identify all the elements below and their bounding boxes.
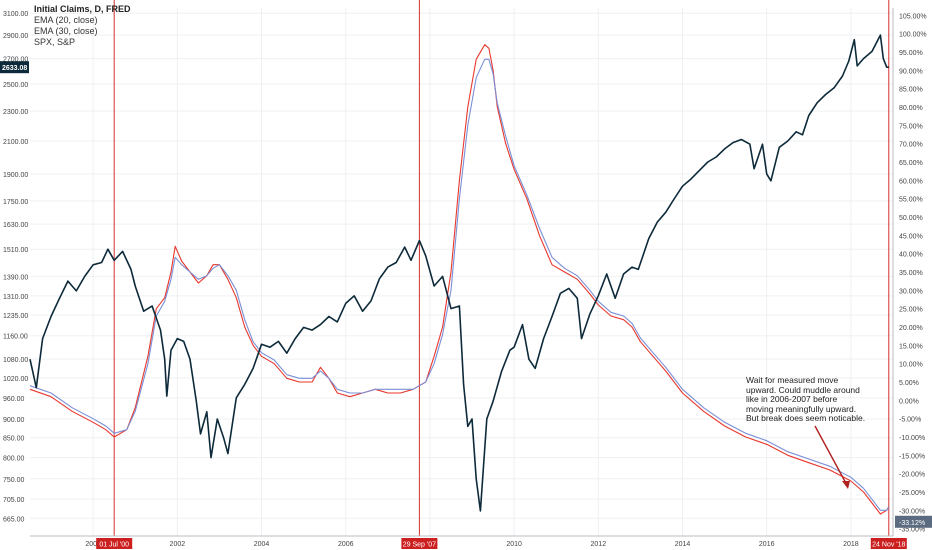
series-line-ema-20-close <box>29 44 890 515</box>
right-tick-label: 60.00% <box>899 178 923 185</box>
x-tick-label: 2010 <box>506 541 522 548</box>
right-tick-label: 5.00% <box>899 380 919 387</box>
left-tick-label: 1510.00 <box>3 247 28 254</box>
left-tick-label: 3100.00 <box>3 11 28 18</box>
right-tick-label: -5.00% <box>899 417 921 424</box>
left-tick-label: 1080.00 <box>3 357 28 364</box>
legend-entry-ema20: EMA (20, close) <box>34 15 98 25</box>
vertical-markers <box>113 0 890 536</box>
series-layer <box>29 34 890 515</box>
x-tick-label: 2004 <box>254 541 270 548</box>
right-tick-label: 15.00% <box>899 343 923 350</box>
left-tick-label: 960.00 <box>3 396 25 403</box>
left-tick-label: 750.00 <box>3 477 25 484</box>
left-tick-label: 705.00 <box>3 497 25 504</box>
x-axis: 2000200220042006200820102012201420162018… <box>30 8 907 549</box>
right-tick-label: 45.00% <box>899 233 923 240</box>
right-tick-label: 105.00% <box>899 13 927 20</box>
left-tick-label: 1390.00 <box>3 274 28 281</box>
left-tick-label: 1750.00 <box>3 199 28 206</box>
left-axis: 665.00 705.00 750.00 800.00 850.00 900.00 960.… <box>0 11 29 523</box>
left-tick-label: 1630.00 <box>3 222 28 229</box>
right-tick-label: -15.00% <box>899 453 925 460</box>
right-tick-label: 55.00% <box>899 197 923 204</box>
annotation-arrow-line <box>814 425 849 488</box>
legend-entry-spx: SPX, S&P <box>34 37 76 47</box>
left-tick-label: 800.00 <box>3 456 25 463</box>
right-tick-label: -30.00% <box>899 508 925 515</box>
grid-lines <box>30 8 894 536</box>
right-tick-label: -35.00% <box>899 527 925 534</box>
left-tick-label: 850.00 <box>3 436 25 443</box>
right-tick-label: 25.00% <box>899 307 923 314</box>
x-tick-label: 2018 <box>843 541 859 548</box>
right-tick-label: 30.00% <box>899 288 923 295</box>
annotation-note: Wait for measured move upward. Could mud… <box>746 375 866 424</box>
left-tick-label: 1020.00 <box>3 376 28 383</box>
right-tick-label: 10.00% <box>899 362 923 369</box>
right-tick-label: -20.00% <box>899 472 925 479</box>
marker-label-bg <box>401 538 438 549</box>
left-current-bg <box>0 61 29 74</box>
right-tick-label: 90.00% <box>899 68 923 75</box>
left-tick-label: 1900.00 <box>3 172 28 179</box>
right-tick-label: 40.00% <box>899 252 923 259</box>
right-tick-label: 75.00% <box>899 123 923 130</box>
right-current-label: -33.12% <box>899 520 925 527</box>
right-tick-label: 0.00% <box>899 398 919 405</box>
left-tick-label: 1235.00 <box>3 313 28 320</box>
legend-entry-ema30: EMA (30, close) <box>34 26 98 36</box>
x-tick-label: 2016 <box>759 541 775 548</box>
series-line-ema-30-close <box>29 58 890 511</box>
right-tick-label: 35.00% <box>899 270 923 277</box>
left-tick-label: 2300.00 <box>3 109 28 116</box>
series-line-spx-s-p <box>29 34 889 512</box>
right-tick-label: -25.00% <box>899 490 925 497</box>
right-tick-label: 95.00% <box>899 50 923 57</box>
left-tick-label: 2100.00 <box>3 139 28 146</box>
marker-label: 01 Jul '00 <box>99 542 129 549</box>
left-tick-label: 2900.00 <box>3 33 28 40</box>
left-tick-label: 1310.00 <box>3 294 28 301</box>
marker-label: 29 Sep '07 <box>403 542 436 549</box>
right-tick-label: 70.00% <box>899 142 923 149</box>
left-tick-label: 2700.00 <box>3 57 28 64</box>
right-axis: 105.00% 100.00% 95.00% 90.00% 85.00% 80.00% 75… <box>895 13 932 534</box>
right-tick-label: 20.00% <box>899 325 923 332</box>
right-tick-label: 50.00% <box>899 215 923 222</box>
right-tick-label: 80.00% <box>899 105 923 112</box>
x-tick-label: 2006 <box>338 541 354 548</box>
x-tick-label: 2002 <box>170 541 186 548</box>
right-tick-label: 65.00% <box>899 160 923 167</box>
marker-label: 24 Nov '18 <box>872 542 905 549</box>
left-tick-label: 900.00 <box>3 417 25 424</box>
x-tick-label: 2014 <box>675 541 691 548</box>
marker-label-bg <box>870 538 907 549</box>
x-tick-label: 2012 <box>591 541 607 548</box>
legend-title: Initial Claims, D, FRED <box>34 4 131 14</box>
annotation-arrow <box>814 425 850 489</box>
left-tick-label: 1160.00 <box>3 334 28 341</box>
right-tick-label: -10.00% <box>899 435 925 442</box>
x-tick-label: 2000 <box>85 541 101 548</box>
annotation-arrow-head <box>842 481 850 489</box>
marker-label-bg <box>96 538 133 549</box>
left-tick-label: 2500.00 <box>3 82 28 89</box>
right-current-bg <box>895 515 932 528</box>
left-tick-label: 665.00 <box>3 516 25 523</box>
right-tick-label: 100.00% <box>899 32 927 39</box>
chart-legend: Initial Claims, D, FRED EMA (20, close) … <box>34 4 131 48</box>
left-current-label: 2633.08 <box>2 65 27 72</box>
right-tick-label: 85.00% <box>899 87 923 94</box>
